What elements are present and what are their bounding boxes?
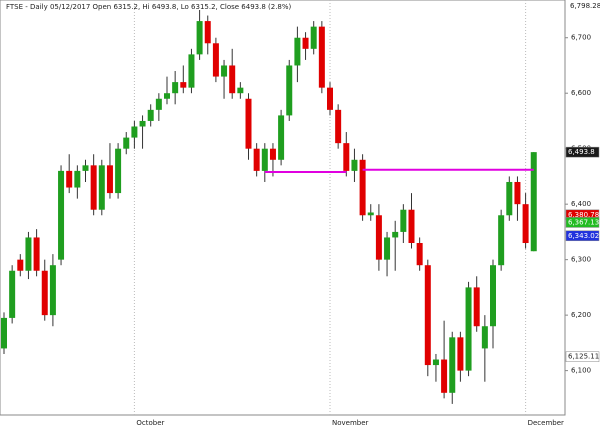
candle-body	[490, 265, 496, 327]
candle-body	[164, 93, 170, 99]
y-tick-label: 6,300	[571, 256, 591, 264]
candle-body	[261, 148, 268, 171]
x-tick-label: November	[332, 419, 369, 427]
candle-body	[1, 317, 7, 349]
price-label-box	[565, 351, 600, 362]
price-label: 6,125.11	[568, 353, 599, 361]
candle-body	[41, 270, 48, 316]
candle-body	[408, 209, 415, 244]
candle-body	[318, 26, 325, 88]
candle-body	[498, 215, 505, 266]
candle-body	[465, 287, 472, 371]
candle-body	[392, 231, 399, 238]
price-label: 6,493.8	[568, 148, 595, 156]
candle-body	[294, 37, 301, 66]
candle-body	[106, 165, 113, 194]
x-tick-label: December	[528, 419, 564, 427]
candle-body	[327, 87, 333, 110]
price-label: 6,343.02	[568, 232, 599, 240]
price-label-box	[565, 146, 600, 158]
candle-body	[384, 237, 391, 260]
candle-body	[253, 148, 260, 171]
candle-body	[66, 170, 73, 188]
candle-body	[481, 326, 488, 349]
candle-body	[245, 98, 252, 149]
candle-body	[286, 65, 293, 116]
candle-body	[310, 26, 317, 49]
candle-body	[375, 215, 382, 260]
y-tick-label: 6,100	[571, 367, 591, 375]
candle-body	[432, 359, 439, 366]
candle-body	[155, 98, 162, 110]
candle-body	[204, 21, 211, 44]
candle-body	[196, 21, 203, 55]
candle-body	[90, 165, 97, 210]
price-label: 6,367.13	[568, 218, 599, 226]
candle-body	[302, 37, 309, 49]
candle-body	[359, 159, 366, 216]
candle-body	[49, 265, 56, 316]
candle-body	[441, 359, 448, 393]
candle-body	[115, 148, 122, 194]
candle-body	[400, 209, 407, 232]
candle-body	[457, 337, 464, 371]
candle-body	[221, 65, 228, 77]
candle-body	[147, 109, 154, 121]
candle-body	[343, 143, 350, 171]
candle-body	[473, 287, 480, 327]
candle-body	[416, 243, 423, 266]
candle-body	[180, 82, 187, 88]
candle-body	[449, 337, 456, 393]
candle-body	[514, 181, 521, 205]
candle-body	[17, 259, 24, 271]
candle-body	[131, 126, 138, 138]
price-label: 6,380.78	[568, 211, 599, 219]
candle-body	[25, 237, 32, 271]
plot-area	[0, 0, 566, 416]
y-tick-label: 6,400	[571, 200, 591, 208]
candle-body	[58, 170, 65, 260]
candle-body	[237, 87, 244, 94]
price-label-box	[565, 217, 600, 228]
candle-body	[229, 65, 236, 94]
candle-body	[269, 148, 276, 160]
candle-body	[82, 165, 89, 171]
candle-body	[172, 82, 179, 94]
candle-body	[188, 54, 195, 88]
y-tick-label: 6,200	[571, 311, 591, 319]
candle-body	[9, 270, 16, 318]
price-label-box	[565, 230, 600, 242]
candle-body	[33, 237, 40, 271]
top-label: 6,798.28	[570, 2, 600, 10]
candle-body	[123, 137, 130, 149]
candle-body	[139, 120, 146, 127]
candle-body	[506, 181, 513, 216]
candle-body	[367, 212, 374, 216]
candle-body	[351, 159, 358, 171]
candle-body	[335, 109, 342, 144]
candle-body	[278, 115, 285, 160]
y-tick-label: 6,700	[571, 34, 591, 42]
y-tick-label: 6,600	[571, 89, 591, 97]
candle-body	[522, 204, 529, 244]
chart-title: FTSE - Daily 05/12/2017 Open 6315.2, Hi …	[6, 3, 292, 11]
candle-body	[530, 152, 537, 252]
candle-body	[424, 265, 431, 366]
candle-body	[212, 43, 219, 77]
candle-body	[98, 165, 105, 210]
candle-body	[74, 170, 81, 188]
x-tick-label: October	[136, 419, 164, 427]
